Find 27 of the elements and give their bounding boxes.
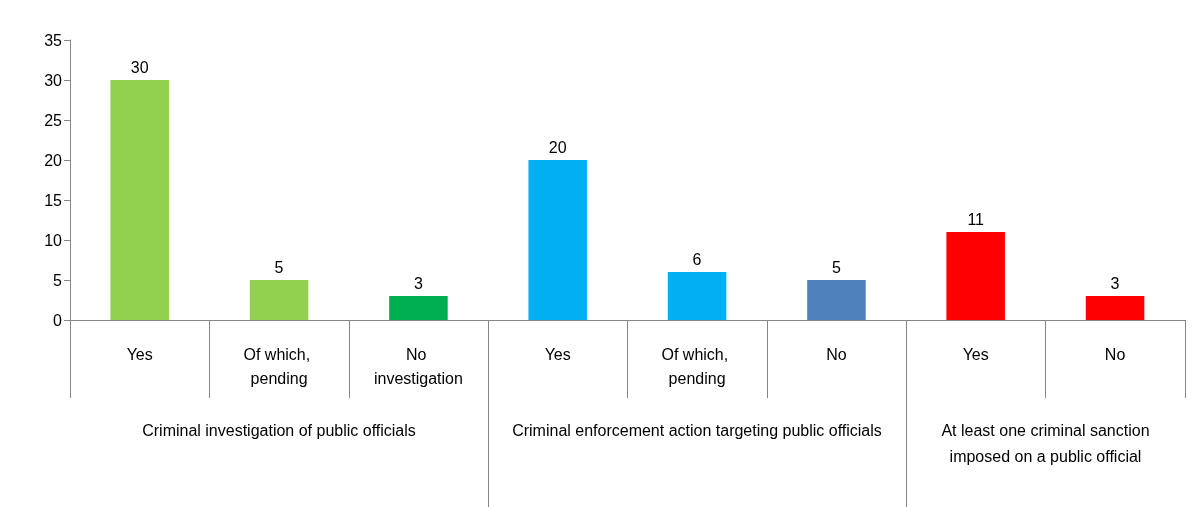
x-axis-title: Criminal enforcement action targeting public officials: [511, 421, 883, 441]
y-tick-label: 0: [53, 311, 63, 329]
y-tick-label: 20: [44, 151, 63, 169]
y-tick-label: 10: [44, 231, 63, 249]
data-label: 5: [274, 258, 284, 276]
x-tick-label: Of which, pending: [243, 345, 315, 387]
data-label: 20: [548, 138, 567, 156]
y-tick-label: 25: [44, 111, 63, 129]
x-tick-label: Yes: [962, 345, 989, 363]
data-label: 6: [692, 250, 702, 268]
y-tick-label: 15: [44, 191, 63, 209]
x-tick-label: Yes: [544, 345, 571, 363]
x-axis-title: At least one criminal sanction imposed on a public official: [940, 421, 1151, 467]
data-label: 3: [413, 274, 423, 292]
data-label: 5: [832, 258, 842, 276]
x-tick-label: Of which, pending: [661, 345, 733, 387]
x-tick-label: No: [826, 345, 847, 363]
data-label: 11: [967, 210, 985, 228]
x-tick-label: Yes: [126, 345, 153, 363]
y-tick-label: 30: [44, 71, 63, 89]
data-label: 3: [1110, 274, 1120, 292]
y-tick-label: 35: [44, 31, 63, 49]
x-tick-label: No investigation: [373, 345, 463, 387]
x-axis-title: Criminal investigation of public officials: [141, 421, 417, 441]
y-tick-label: 5: [53, 271, 63, 289]
data-label: 30: [130, 58, 149, 76]
x-tick-label: No: [1105, 345, 1126, 363]
